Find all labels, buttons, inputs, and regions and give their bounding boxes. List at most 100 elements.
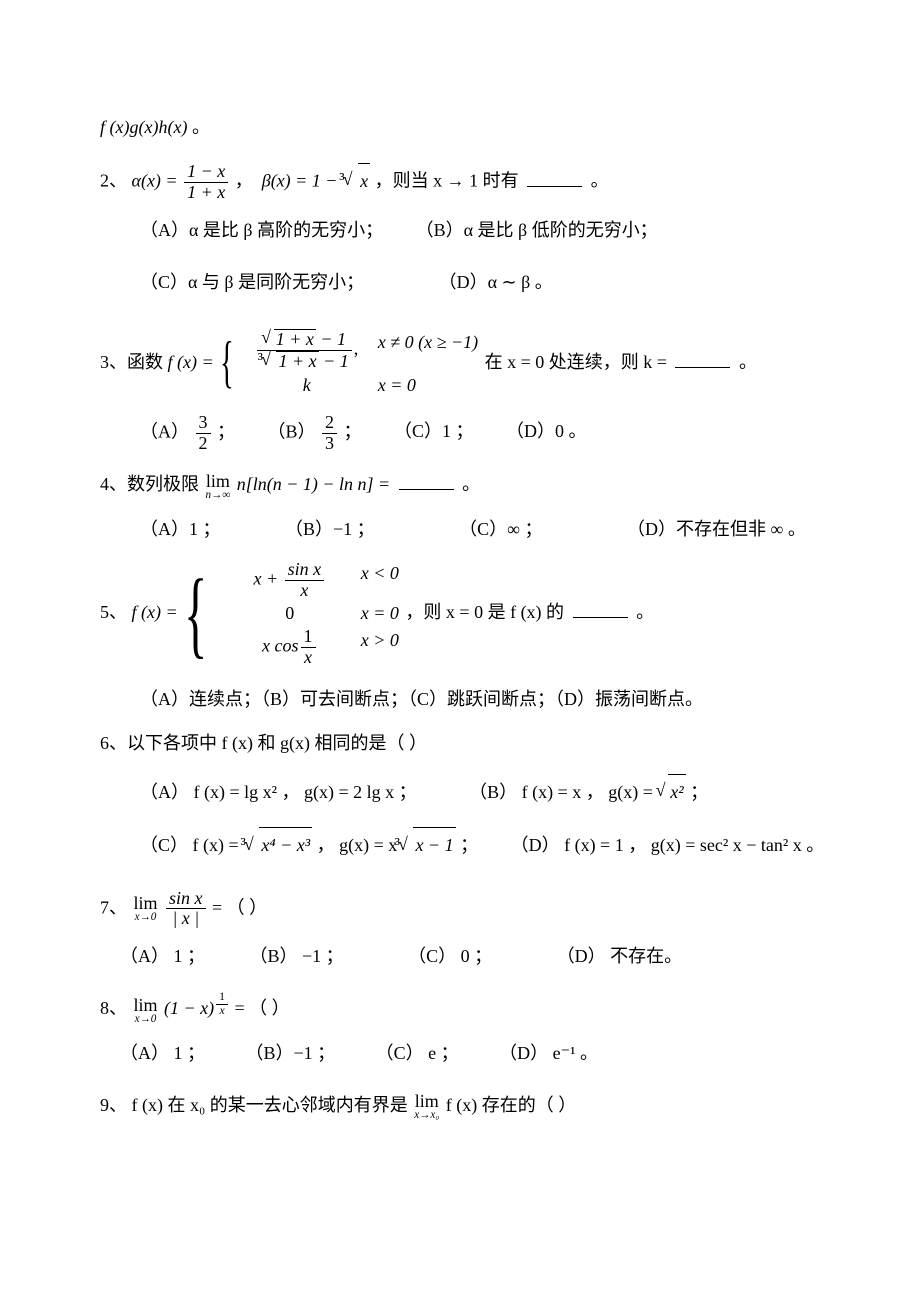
q4-optA: （A）1 ； [140, 512, 221, 546]
q4-stem: 4、数列极限 lim n→∞ n[ln(n − 1) − ln n] = 。 [100, 467, 830, 501]
q8-exp: 1x [214, 997, 230, 1010]
q6-optC-mid: ， g(x) = x [312, 835, 397, 855]
q6-optC: （C） f (x) = x⁴ − x³ ， g(x) = xx − 1 ； [140, 827, 478, 862]
q6-optD: （D） f (x) = 1 ， g(x) = sec² x − tan² x 。 [511, 828, 825, 862]
q9-lim-top: lim [414, 1092, 439, 1110]
q3-opts: （A） 32 ； （B） 23 ； （C）1 ； （D）0 。 [100, 413, 830, 454]
q2-cbrt-x: x [358, 163, 370, 198]
q9-stem: 9、 f (x) 在 x₀ 的某一去心邻域内有界是 lim x→x₀ f (x)… [100, 1088, 830, 1122]
q2-optD: （D）α ∼ β 。 [439, 265, 553, 299]
q9-post: f (x) 存在的（ ） [446, 1095, 576, 1115]
q5-mid: ，则 x = 0 是 f (x) 的 [405, 602, 564, 622]
q5-end: 。 [636, 602, 654, 622]
q6-optB-pre: （B） f (x) = x ， g(x) = [469, 782, 657, 802]
q4-end: 。 [462, 474, 480, 494]
q3-c1-frac: 1 + x − 1 1 + x − 1 [257, 329, 351, 372]
q3-piecewise: { 1 + x − 1 1 + x − 1 , x ≠ 0 (x ≥ −1) k… [220, 329, 478, 399]
q2-cbrt: x [342, 163, 370, 198]
q7-frac-den: | x | [166, 908, 206, 929]
q7-frac: sin x | x | [166, 889, 206, 930]
q3-c1-cond: x ≠ 0 (x ≥ −1) [378, 329, 478, 372]
q9-lim-bot: x→x₀ [414, 1110, 439, 1121]
q4-expr: n[ln(n − 1) − ln n] = [237, 474, 390, 494]
q3-c1-den-cbrt: 1 + x [276, 351, 318, 372]
q3-c1-den-tail: − 1 [319, 351, 349, 371]
q5-case1: x + sin xx x < 0 [235, 560, 399, 601]
q6-optC-pre: （C） f (x) = [140, 835, 243, 855]
top-suffix: 。 [187, 117, 210, 137]
q3-optB-semi: ； [344, 421, 362, 441]
q2-blank[interactable] [527, 169, 582, 186]
q6-optC-rad: x⁴ − x³ [259, 827, 312, 862]
q2-alpha: α [132, 171, 141, 191]
q3-optA: （A） 32 ； [140, 413, 235, 454]
q5-c2-cond: x = 0 [361, 600, 399, 627]
top-expr: f (x)g(x)h(x) [100, 117, 187, 137]
q2-end: 。 [591, 171, 609, 191]
q7-frac-num: sin x [166, 889, 206, 909]
q3-optB-num: 2 [322, 413, 337, 433]
q4-optC: （C）∞ ； [459, 512, 542, 546]
q3-optB-pre: （B） [268, 421, 316, 441]
q7-opts: （A） 1 ； （B） −1 ； （C） 0 ； （D） 不存在。 [100, 939, 830, 973]
q3-optB-den: 3 [322, 433, 337, 454]
q3-end: 。 [739, 352, 757, 372]
q2-opts-2: （C）α 与 β 是同阶无穷小； （D）α ∼ β 。 [100, 265, 830, 299]
q3-optA-semi: ； [217, 421, 235, 441]
q2-optA: （A）α 是比 β 高阶的无穷小； [140, 213, 383, 247]
q7-stem: 7、 lim x→0 sin x | x | = （ ） [100, 889, 830, 930]
q3-c1-den: 1 + x − 1 [257, 350, 351, 372]
q7-lim: lim x→0 [134, 894, 158, 923]
q2-beta-eq: (x) = 1 − [271, 171, 342, 191]
q2-optB: （B）α 是比 β 低阶的无穷小； [416, 213, 658, 247]
q5-c3-pre: x cos [262, 636, 298, 656]
q3-c1-num-sqrt: 1 + x [274, 329, 316, 350]
q8-exp-num: 1 [216, 991, 228, 1004]
q3-num: 3、函数 [100, 352, 168, 372]
q2-comma1: ， [235, 171, 253, 191]
q3-optB: （B） 23 ； [268, 413, 362, 454]
q8-exp-den: x [216, 1004, 228, 1018]
q4-blank[interactable] [399, 473, 454, 490]
q8-lim: lim x→0 [134, 996, 158, 1025]
top-fragment-line: f (x)g(x)h(x) 。 [100, 110, 830, 144]
q8-optD: （D） e⁻¹ 。 [499, 1036, 598, 1070]
q5-cases: x + sin xx x < 0 0 x = 0 x cos1x x > 0 [235, 560, 399, 668]
q5-blank[interactable] [573, 601, 628, 618]
q7-lim-top: lim [134, 894, 158, 912]
q6-opts-1: （A） f (x) = lg x² ， g(x) = 2 lg x ； （B） … [100, 774, 830, 809]
q8-optA: （A） 1 ； [120, 1036, 205, 1070]
q4-num: 4、数列极限 [100, 474, 204, 494]
document-page: f (x)g(x)h(x) 。 2、 α (x) = 1 − x 1 + x ， … [0, 0, 920, 1192]
q5-stem: 5、 f (x) = { x + sin xx x < 0 0 x = 0 x … [100, 556, 830, 672]
q6-optA: （A） f (x) = lg x² ， g(x) = 2 lg x ； [140, 775, 417, 809]
q3-optD: （D）0 。 [506, 414, 587, 448]
q6-optB-rad: x² [668, 774, 685, 809]
q5-c3-den: x [301, 647, 316, 668]
q2-num: 2、 [100, 171, 127, 191]
q3-case2: k x = 0 [252, 372, 478, 399]
q3-c1-num-tail: − 1 [316, 329, 346, 349]
q8-lim-top: lim [134, 996, 158, 1014]
q8-optB: （B）−1 ； [246, 1036, 336, 1070]
brace-icon: { [184, 560, 207, 668]
q2-opts-1: （A）α 是比 β 高阶的无穷小； （B）α 是比 β 低阶的无穷小； [100, 213, 830, 247]
q7-optD: （D） 不存在。 [557, 939, 683, 973]
q4-optB: （B）−1 ； [285, 512, 375, 546]
q2-tail: ，则当 x → 1 时有 [375, 171, 519, 191]
q5-fx: f (x) = [132, 602, 183, 622]
q3-optA-den: 2 [196, 433, 211, 454]
q5-case2: 0 x = 0 [235, 600, 399, 627]
q8-tail: = （ ） [234, 998, 289, 1018]
q3-case1: 1 + x − 1 1 + x − 1 , x ≠ 0 (x ≥ −1) [252, 329, 478, 372]
q5-c3-num: 1 [301, 627, 316, 647]
q2-frac-den: 1 + x [184, 182, 228, 203]
q6-stem: 6、以下各项中 f (x) 和 g(x) 相同的是（ ） [100, 726, 830, 760]
q2-alpha-eq: (x) = [141, 171, 182, 191]
brace-icon: { [220, 329, 234, 399]
q5-c1-num: sin x [285, 560, 325, 580]
q3-blank[interactable] [675, 351, 730, 368]
q7-optB: （B） −1 ； [250, 939, 344, 973]
q3-stem: 3、函数 f (x) = { 1 + x − 1 1 + x − 1 , x ≠… [100, 325, 830, 403]
q8-num: 8、 [100, 998, 132, 1018]
